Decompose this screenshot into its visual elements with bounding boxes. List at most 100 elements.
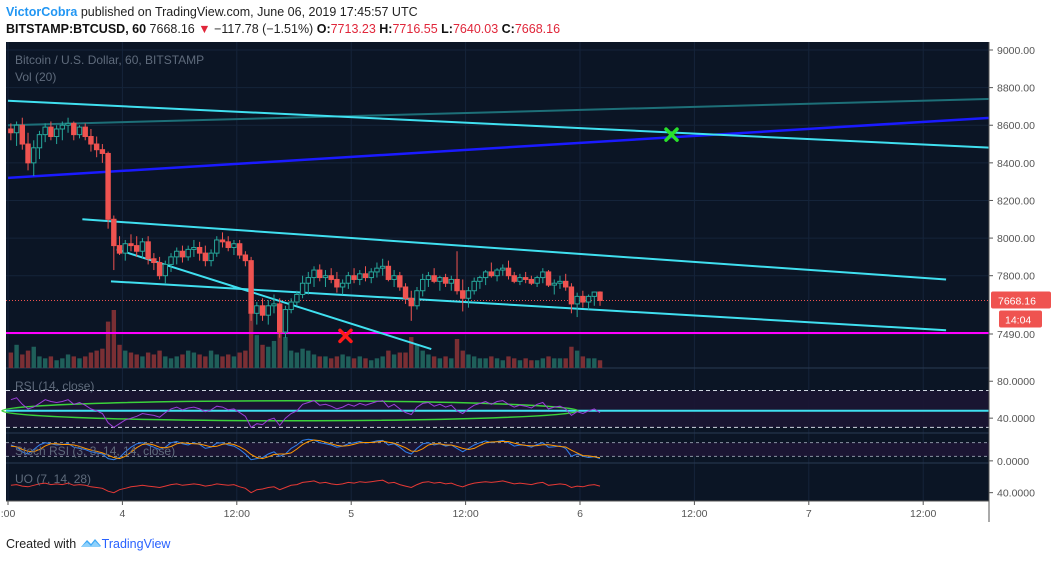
marker-check-icon (664, 127, 679, 142)
footer: Created with TradingView (6, 537, 170, 552)
candle-body (99, 149, 106, 154)
volume-bar (20, 354, 25, 368)
rsi-line (10, 397, 601, 429)
candle-body (574, 295, 580, 305)
volume-bar (214, 354, 219, 368)
candle-body (134, 245, 140, 252)
trendline-teal (7, 97, 992, 127)
candle-body (42, 126, 48, 136)
volume-bar (163, 356, 168, 368)
candle-body (294, 294, 300, 303)
volume-bar (37, 356, 42, 368)
rsi-tick-label: 80.0000 (997, 376, 1035, 388)
candle-body (191, 246, 197, 250)
candle-body (585, 295, 592, 303)
volume-bar (25, 350, 31, 368)
candle-body (311, 269, 317, 279)
candle-body (545, 271, 552, 286)
time-tick-label: 12:00 (910, 508, 936, 520)
candle-body (156, 262, 163, 277)
volume-bar (191, 352, 197, 368)
candle-body (265, 305, 271, 316)
volume-bar (174, 356, 179, 368)
volume-bar (168, 358, 174, 368)
candle-body (397, 275, 403, 288)
price-tick-label: 8400.00 (997, 158, 1035, 170)
volume-bar (60, 358, 65, 368)
volume-bar (340, 354, 345, 368)
chart-canvas[interactable]: 9000.00 8800.00 8600.00 8400.00 8200.00 8000.… (0, 0, 1058, 530)
open-label: O: (316, 22, 331, 36)
candle-body (219, 239, 226, 243)
open-value: 7713.23 (330, 22, 376, 36)
candle-body (208, 252, 214, 262)
marker-x-icon (338, 328, 353, 344)
volume-bar (65, 354, 71, 368)
candle-body (328, 275, 334, 280)
ohlc-line: BITSTAMP:BTCUSD, 60 7668.16 ▼ −117.78 (−… (6, 21, 560, 38)
rsi-band (6, 390, 989, 428)
volume-bar (363, 358, 368, 368)
candle-body (48, 126, 54, 138)
rsi-tick-label: 40.0000 (997, 413, 1035, 425)
volume-bar (248, 313, 254, 368)
candle-body (8, 128, 14, 134)
stoch-k-line (10, 438, 601, 461)
candle-body (162, 263, 169, 277)
candle-body (345, 275, 352, 284)
volume-bar (117, 344, 122, 368)
symbol-label: BITSTAMP:BTCUSD, 60 (6, 22, 147, 36)
volume-bar (403, 352, 408, 368)
candle-body (25, 143, 31, 164)
candle-body (13, 124, 20, 134)
volume-bar (48, 356, 54, 368)
candle-body (179, 250, 186, 258)
volume-bar (483, 358, 488, 368)
volume-bar (323, 356, 328, 368)
volume-bar (203, 356, 208, 368)
trendline-blue (7, 116, 992, 180)
candle-body (580, 295, 586, 303)
candle-body (591, 291, 597, 297)
volume-bar (306, 350, 311, 368)
last-price-tag (991, 291, 1051, 309)
volume-bar (71, 356, 76, 368)
volume-bar (180, 354, 185, 368)
candle-body (139, 241, 146, 252)
candle-body (288, 301, 294, 311)
candle-body (494, 269, 500, 277)
time-tick-label: 12:00 (681, 508, 707, 520)
candle-body (362, 273, 369, 279)
close-value: 7668.16 (514, 22, 561, 36)
volume-bar (128, 352, 134, 368)
volume-bar (534, 360, 540, 368)
candle-body (65, 122, 71, 126)
candle-body (534, 277, 540, 284)
candle-body (88, 136, 94, 145)
marker-stroke (338, 328, 353, 344)
time-tick-label: 4 (119, 508, 125, 520)
price-tick-label: 8200.00 (997, 195, 1035, 207)
candle-body (248, 260, 254, 314)
volume-bar (391, 354, 397, 368)
volume-bar (317, 356, 322, 368)
tradingview-logo-icon (80, 537, 102, 552)
candle-body (19, 124, 26, 145)
tradingview-link[interactable]: TradingView (101, 537, 171, 551)
volume-bar (277, 331, 282, 368)
volume-bar (420, 350, 425, 368)
time-tick-label: 6 (577, 508, 583, 520)
candle-body (465, 290, 472, 299)
author-link[interactable]: VictorCobra (6, 5, 78, 19)
price-tick-label: 7800.00 (997, 271, 1035, 283)
volume-bar (8, 352, 14, 368)
volume-bar (357, 356, 362, 368)
volume-bar (586, 358, 591, 368)
volume-bar (220, 356, 225, 368)
candle-body (168, 256, 174, 265)
candle-body (437, 277, 443, 282)
price-axis-bg (989, 42, 1058, 522)
volume-bar (226, 354, 231, 368)
candle-body (305, 277, 312, 284)
volume-bar (111, 310, 117, 368)
